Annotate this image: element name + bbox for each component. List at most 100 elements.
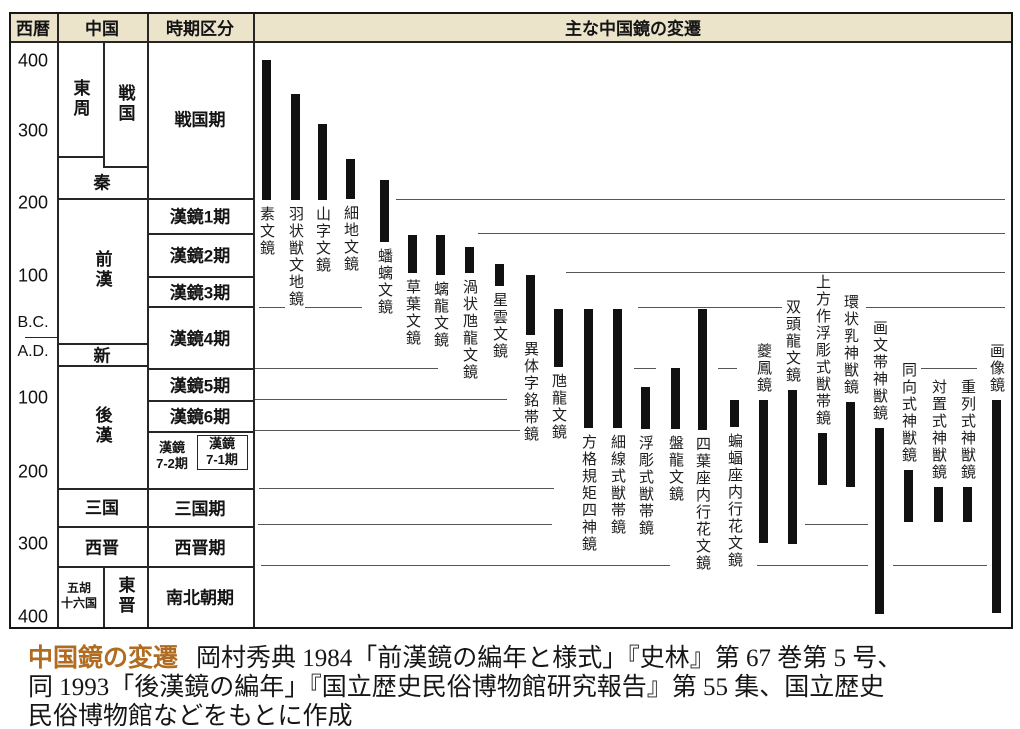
grid-line-vertical bbox=[253, 12, 255, 629]
mirror-label: 夔鳳鏡 bbox=[753, 342, 773, 395]
dynasty-cell: 新 bbox=[93, 346, 111, 366]
mirror-label: 重列式神獣鏡 bbox=[957, 378, 977, 482]
year-tick-label: A.D. bbox=[17, 343, 49, 360]
period-boundary-line bbox=[718, 368, 737, 370]
grid-line-horizontal bbox=[103, 166, 147, 168]
timeline-bar bbox=[698, 309, 707, 430]
mirror-label: 虺龍文鏡 bbox=[548, 372, 568, 442]
column-header-period: 時期区分 bbox=[166, 19, 234, 39]
grid-line-horizontal bbox=[147, 431, 253, 433]
timeline-bar bbox=[318, 124, 327, 200]
year-tick-label: 400 bbox=[17, 50, 49, 71]
year-tick-label: 200 bbox=[17, 461, 49, 482]
mirror-label: 螭龍文鏡 bbox=[430, 280, 450, 350]
timeline-bar bbox=[818, 433, 827, 485]
dynasty-cell: 東周 bbox=[70, 79, 90, 119]
period-boundary-line bbox=[255, 368, 438, 370]
grid-line-horizontal bbox=[57, 488, 253, 490]
period-cell: 漢鏡3期 bbox=[169, 283, 231, 303]
grid-line-horizontal bbox=[57, 156, 103, 158]
period-cell: 漢鏡1期 bbox=[169, 207, 231, 227]
period-cell: 西晋期 bbox=[174, 538, 226, 558]
grid-line-vertical bbox=[147, 12, 149, 629]
period-cell: 漢鏡6期 bbox=[169, 407, 231, 427]
timeline-bar bbox=[262, 60, 271, 200]
mirror-label: 細線式獣帯鏡 bbox=[607, 433, 627, 537]
mirror-label: 細地文鏡 bbox=[340, 204, 360, 274]
grid-line-vertical bbox=[103, 566, 105, 629]
grid-line-horizontal bbox=[147, 276, 253, 278]
period-boundary-line bbox=[478, 233, 1005, 235]
period-boundary-line bbox=[638, 307, 782, 309]
timeline-bar bbox=[346, 159, 355, 199]
timeline-bar bbox=[291, 94, 300, 200]
timeline-bar bbox=[526, 275, 535, 335]
timeline-bar bbox=[846, 402, 855, 487]
timeline-bar bbox=[436, 235, 445, 275]
dynasty-cell: 前漢 bbox=[92, 250, 112, 290]
dynasty-cell: 戦国 bbox=[115, 84, 135, 124]
grid-line-horizontal bbox=[57, 566, 253, 568]
period-boundary-line bbox=[259, 307, 362, 309]
dynasty-cell: 後漢 bbox=[92, 406, 112, 446]
caption-body: 岡村秀典 1984「前漢鏡の編年と様式」『史林』第 67 巻第 5 号、 同 1… bbox=[28, 645, 903, 729]
year-tick-label: 400 bbox=[17, 606, 49, 627]
period-boundary-line bbox=[634, 368, 656, 370]
timeline-bar bbox=[408, 235, 417, 273]
period-boundary-line bbox=[866, 307, 1005, 309]
mirror-label: 対置式神獣鏡 bbox=[928, 378, 948, 482]
grid-line-horizontal bbox=[147, 306, 253, 308]
timeline-bar bbox=[584, 309, 593, 428]
period-cell: 漢鏡 7-1期 bbox=[206, 435, 238, 467]
period-boundary-line bbox=[255, 430, 523, 432]
period-boundary-line bbox=[566, 272, 1005, 274]
timeline-bar bbox=[963, 487, 972, 522]
mirror-label: 上方作浮彫式獣帯鏡 bbox=[812, 273, 832, 428]
timeline-bar bbox=[730, 400, 739, 427]
year-tick-label: 100 bbox=[17, 387, 49, 408]
year-tick-label: 300 bbox=[17, 120, 49, 141]
mirror-label: 渦状虺龍文鏡 bbox=[459, 278, 479, 382]
grid-line-horizontal bbox=[25, 337, 57, 339]
table-header-background bbox=[9, 12, 1013, 41]
period-boundary-line bbox=[805, 524, 868, 526]
timeline-bar bbox=[641, 387, 650, 429]
timeline-bar bbox=[380, 180, 389, 242]
dynasty-cell: 五胡 十六国 bbox=[60, 581, 98, 610]
mirror-label: 盤龍文鏡 bbox=[665, 434, 685, 504]
year-tick-label: 200 bbox=[17, 192, 49, 213]
dynasty-cell: 三国 bbox=[85, 498, 119, 518]
grid-line-horizontal bbox=[147, 368, 253, 370]
grid-line-vertical bbox=[57, 12, 59, 629]
caption-title: 中国鏡の変遷 bbox=[28, 645, 179, 672]
mirror-label: 画像鏡 bbox=[986, 342, 1006, 395]
timeline-bar bbox=[613, 309, 622, 428]
caption: 中国鏡の変遷 岡村秀典 1984「前漢鏡の編年と様式」『史林』第 67 巻第 5 … bbox=[28, 644, 1013, 729]
grid-line-horizontal bbox=[57, 343, 147, 345]
mirror-label: 四葉座内行花文鏡 bbox=[692, 435, 712, 573]
grid-line-horizontal bbox=[57, 198, 253, 200]
period-boundary-line bbox=[396, 199, 1005, 201]
year-tick-label: 300 bbox=[17, 533, 49, 554]
period-boundary-line bbox=[921, 368, 977, 370]
period-boundary-line bbox=[757, 565, 868, 567]
mirror-label: 環状乳神獣鏡 bbox=[840, 293, 860, 397]
timeline-bar bbox=[788, 390, 797, 544]
timeline-bar bbox=[992, 400, 1001, 613]
mirror-label: 山字文鏡 bbox=[312, 205, 332, 275]
grid-line-vertical bbox=[103, 41, 105, 166]
mirror-label: 画文帯神獣鏡 bbox=[869, 319, 889, 423]
mirror-label: 草葉文鏡 bbox=[402, 278, 422, 348]
timeline-bar bbox=[495, 264, 504, 286]
chart-title: 主な中国鏡の変遷 bbox=[565, 19, 701, 39]
timeline-bar bbox=[465, 247, 474, 273]
grid-line-horizontal bbox=[147, 233, 253, 235]
grid-line-horizontal bbox=[147, 400, 253, 402]
period-cell: 漢鏡4期 bbox=[169, 329, 231, 349]
mirror-label: 同向式神獣鏡 bbox=[898, 361, 918, 465]
dynasty-cell: 秦 bbox=[93, 173, 111, 193]
mirror-label: 双頭龍文鏡 bbox=[782, 298, 802, 385]
column-header-china: 中国 bbox=[85, 19, 119, 39]
mirror-label: 羽状獣文地鏡 bbox=[285, 205, 305, 309]
